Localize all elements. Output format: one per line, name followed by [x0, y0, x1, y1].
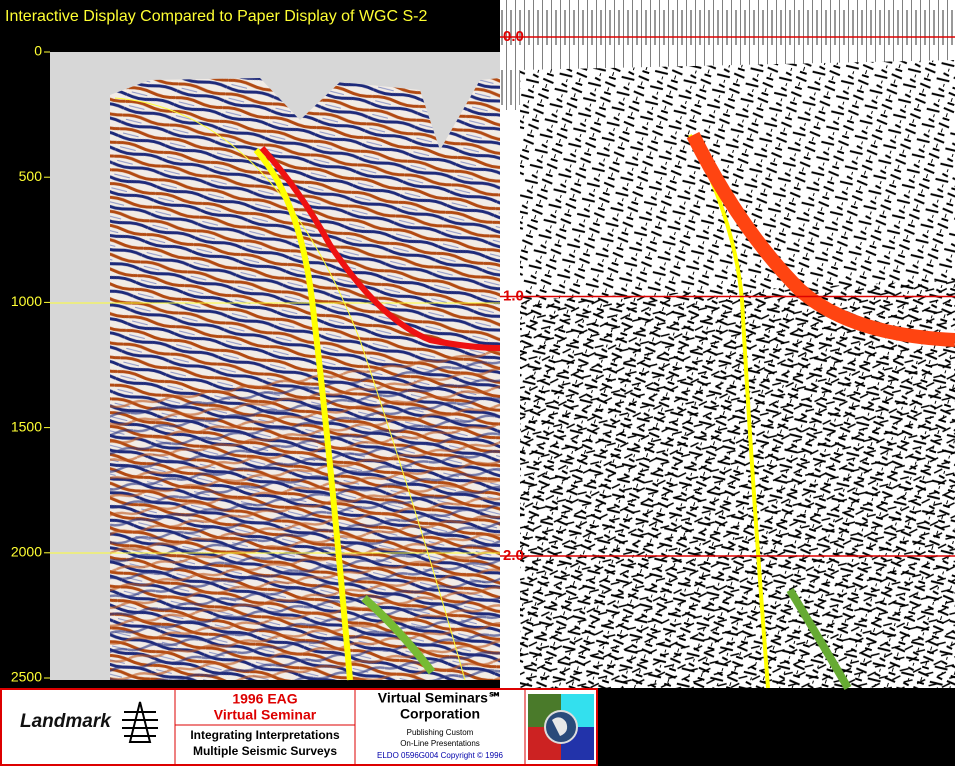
axis-label: 500 — [19, 168, 43, 184]
topic-line: Multiple Seismic Surveys — [193, 744, 337, 758]
axis-label: 2.0 — [503, 547, 524, 564]
axis-label: 0 — [34, 43, 42, 59]
sponsor-line: Virtual Seminars℠ — [378, 690, 503, 706]
right-axis: 0.0 1.0 2.0 — [500, 28, 955, 564]
company-name: Landmark — [20, 711, 112, 732]
paper-texture — [520, 280, 955, 688]
banner-box — [0, 688, 598, 766]
axis-label: 1500 — [11, 418, 42, 434]
footer-banner: Landmark 1996 EAG Virtual Seminar Integr… — [0, 688, 598, 766]
fault-interpretation — [688, 134, 770, 689]
fault-interpretation — [253, 148, 353, 681]
topic-line: Integrating Interpretations — [190, 728, 340, 742]
copyright: ELDO 0596G004 Copyright © 1996 — [377, 751, 504, 760]
horizon-interpretation — [686, 131, 955, 347]
event-line: Virtual Seminar — [214, 707, 317, 723]
title: Interactive Display Compared to Paper Di… — [5, 8, 427, 25]
tagline: On-Line Presentations — [400, 739, 480, 748]
axis-label: 0.0 — [503, 28, 524, 45]
sponsor-line: Corporation — [400, 706, 480, 722]
tagline: Publishing Custom — [407, 728, 474, 737]
event-line: 1996 EAG — [232, 691, 297, 707]
fault-guide — [114, 97, 466, 681]
horizon-interpretation — [259, 145, 501, 351]
seismic-texture — [110, 350, 500, 680]
globe-icon — [528, 694, 594, 760]
left-axis: 0 500 1000 1500 2000 2500 — [11, 43, 50, 685]
paper-display: 0.0 1.0 2.0 — [500, 0, 955, 691]
axis-label: 1000 — [11, 293, 42, 309]
axis-label: 2000 — [11, 544, 42, 560]
interactive-display: 0 500 1000 1500 2000 2500 — [11, 43, 501, 685]
fault-interpretation-2 — [361, 595, 436, 675]
axis-label: 1.0 — [503, 287, 524, 304]
company-logo — [122, 701, 158, 743]
axis-label: 2500 — [11, 669, 42, 685]
fault-interpretation-2 — [786, 587, 852, 691]
